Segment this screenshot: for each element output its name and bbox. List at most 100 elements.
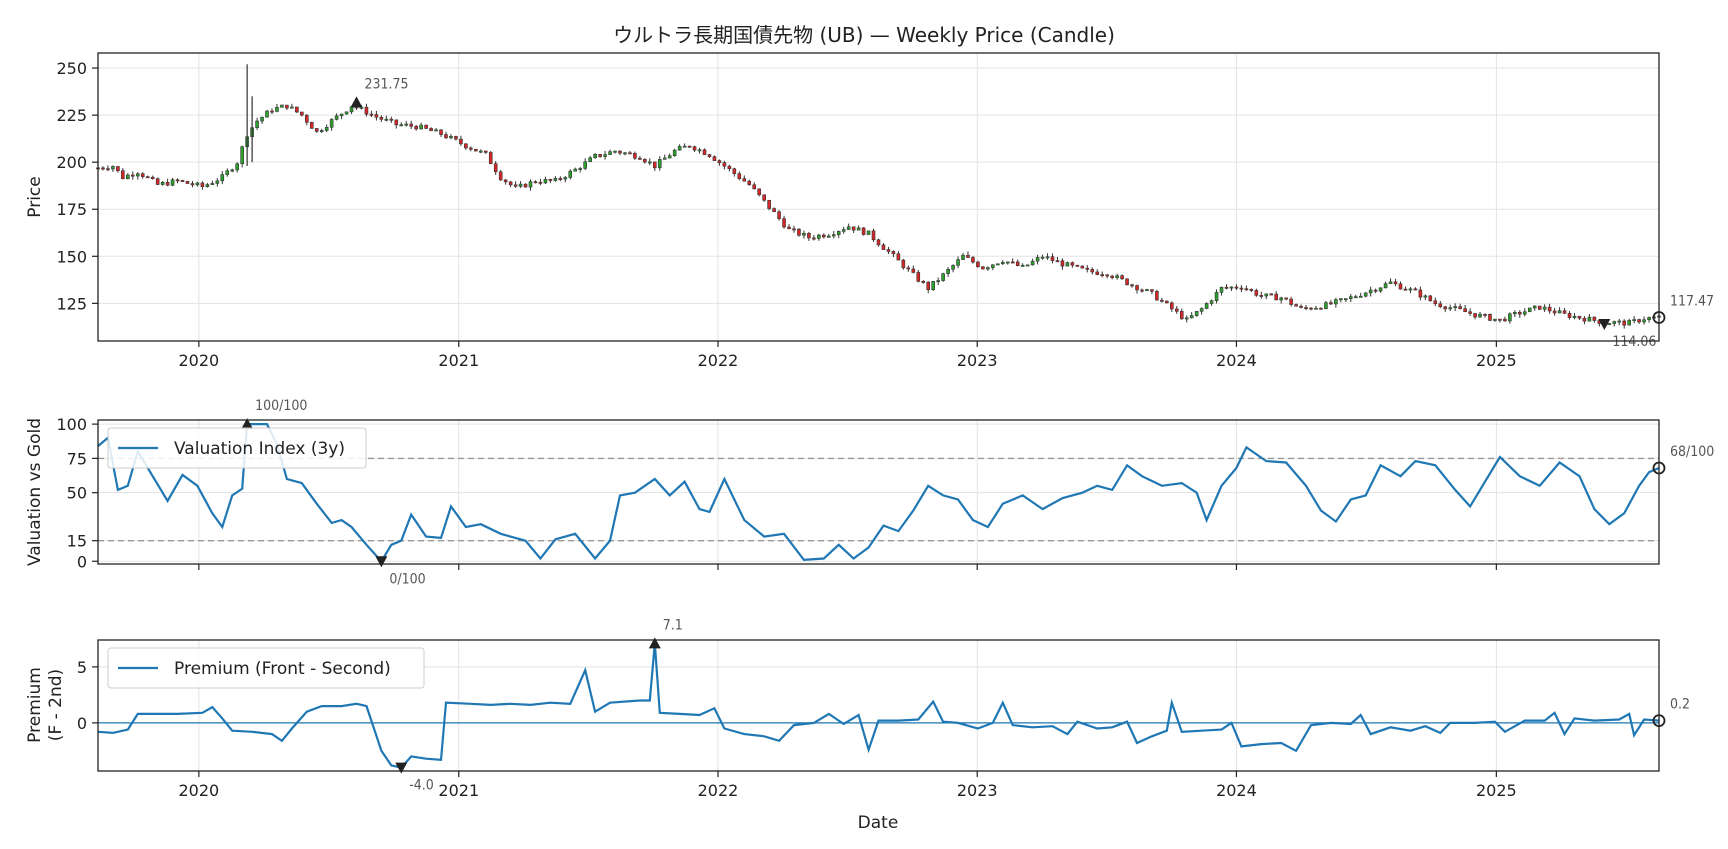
candle-body	[961, 254, 965, 260]
candle-body	[1199, 308, 1204, 312]
candle-body	[1050, 256, 1055, 261]
candle-body	[822, 234, 826, 238]
candle-body	[563, 177, 568, 180]
candle	[1314, 305, 1318, 310]
candle-body	[588, 157, 592, 162]
candle-body	[1393, 281, 1398, 285]
candle-body	[329, 119, 334, 128]
candle-body	[235, 163, 239, 171]
candle-body	[702, 149, 707, 155]
premium-annotations: 7.1 -4.0 0.2	[395, 617, 1690, 794]
candle-body	[667, 155, 672, 159]
candle	[702, 148, 707, 155]
candle	[981, 266, 985, 270]
premium-legend-label: Premium (Front - Second)	[174, 659, 391, 679]
candle-body	[1110, 275, 1114, 279]
candle-body	[623, 152, 627, 155]
candle	[439, 129, 443, 138]
candle-body	[1647, 317, 1651, 321]
candle	[324, 124, 329, 133]
candle-body	[429, 128, 433, 132]
candle-body	[344, 111, 349, 115]
candle-body	[1095, 271, 1100, 275]
candle	[384, 115, 389, 122]
valuation-legend-box	[107, 427, 367, 469]
candle	[667, 153, 672, 159]
candle-body	[210, 183, 215, 185]
candle	[677, 144, 682, 151]
candle	[583, 158, 587, 171]
candle	[205, 182, 210, 188]
candle-body	[1289, 298, 1293, 305]
candle	[692, 145, 697, 152]
candle	[1329, 299, 1333, 305]
candle	[543, 176, 548, 184]
candle	[1075, 264, 1080, 267]
candle	[737, 171, 742, 181]
candle	[314, 128, 319, 133]
candle	[1642, 316, 1646, 325]
candle-body	[434, 129, 438, 132]
candle-body	[116, 166, 120, 171]
candle	[1498, 318, 1502, 323]
annotation-label: 68/100	[1670, 444, 1714, 460]
candle-body	[941, 273, 945, 281]
candle-body	[1383, 283, 1388, 289]
candle-body	[518, 183, 523, 187]
candle-body	[672, 149, 677, 157]
candle-body	[762, 194, 766, 201]
max-marker	[241, 418, 254, 430]
candle-body	[981, 266, 985, 270]
candle	[881, 243, 886, 250]
candle	[220, 171, 225, 185]
candle-body	[1284, 297, 1288, 300]
candle-body	[1010, 261, 1015, 264]
candle	[1443, 305, 1448, 313]
y-tick-label: 175	[56, 200, 87, 219]
candle-body	[1304, 307, 1308, 309]
candle	[1219, 286, 1224, 296]
candle-body	[802, 232, 806, 236]
x-tick-label: 2024	[1216, 351, 1257, 370]
candle-body	[792, 228, 796, 231]
candle-body	[1120, 275, 1124, 280]
candle-body	[777, 211, 781, 219]
candle	[1612, 320, 1617, 327]
candle	[1130, 283, 1134, 288]
premium-ylabel-line2: (F - 2nd)	[46, 669, 66, 741]
candle-body	[1642, 319, 1646, 323]
candle-body	[1324, 302, 1328, 309]
candle-body	[657, 159, 662, 169]
candle	[548, 178, 553, 184]
candle-body	[1358, 295, 1363, 298]
candle-body	[603, 154, 607, 157]
candle-body	[439, 129, 443, 135]
candle-body	[593, 154, 597, 159]
candle-body	[1244, 288, 1249, 291]
candle	[106, 165, 110, 172]
candle	[861, 227, 866, 236]
candle-body	[464, 143, 468, 149]
candle	[1025, 264, 1030, 267]
x-tick-label: 2021	[438, 351, 479, 370]
candle	[1055, 256, 1060, 263]
price-axes-frame	[97, 52, 1660, 342]
candle	[742, 175, 747, 182]
candle	[160, 180, 165, 186]
candle	[275, 104, 279, 113]
candle-body	[966, 254, 970, 258]
annotation-label: 114.06	[1612, 334, 1656, 350]
candle-body	[240, 146, 244, 165]
candle	[1264, 293, 1269, 300]
candle	[1120, 274, 1124, 280]
candle-body	[991, 264, 995, 268]
candle	[1572, 312, 1577, 320]
candle	[1259, 291, 1264, 299]
candle-body	[454, 136, 458, 140]
candle-body	[1075, 264, 1080, 267]
candle-body	[1518, 312, 1522, 315]
candle-body	[1522, 311, 1527, 315]
candle-body	[1174, 308, 1179, 312]
candle-body	[866, 230, 871, 235]
candle	[255, 117, 259, 130]
